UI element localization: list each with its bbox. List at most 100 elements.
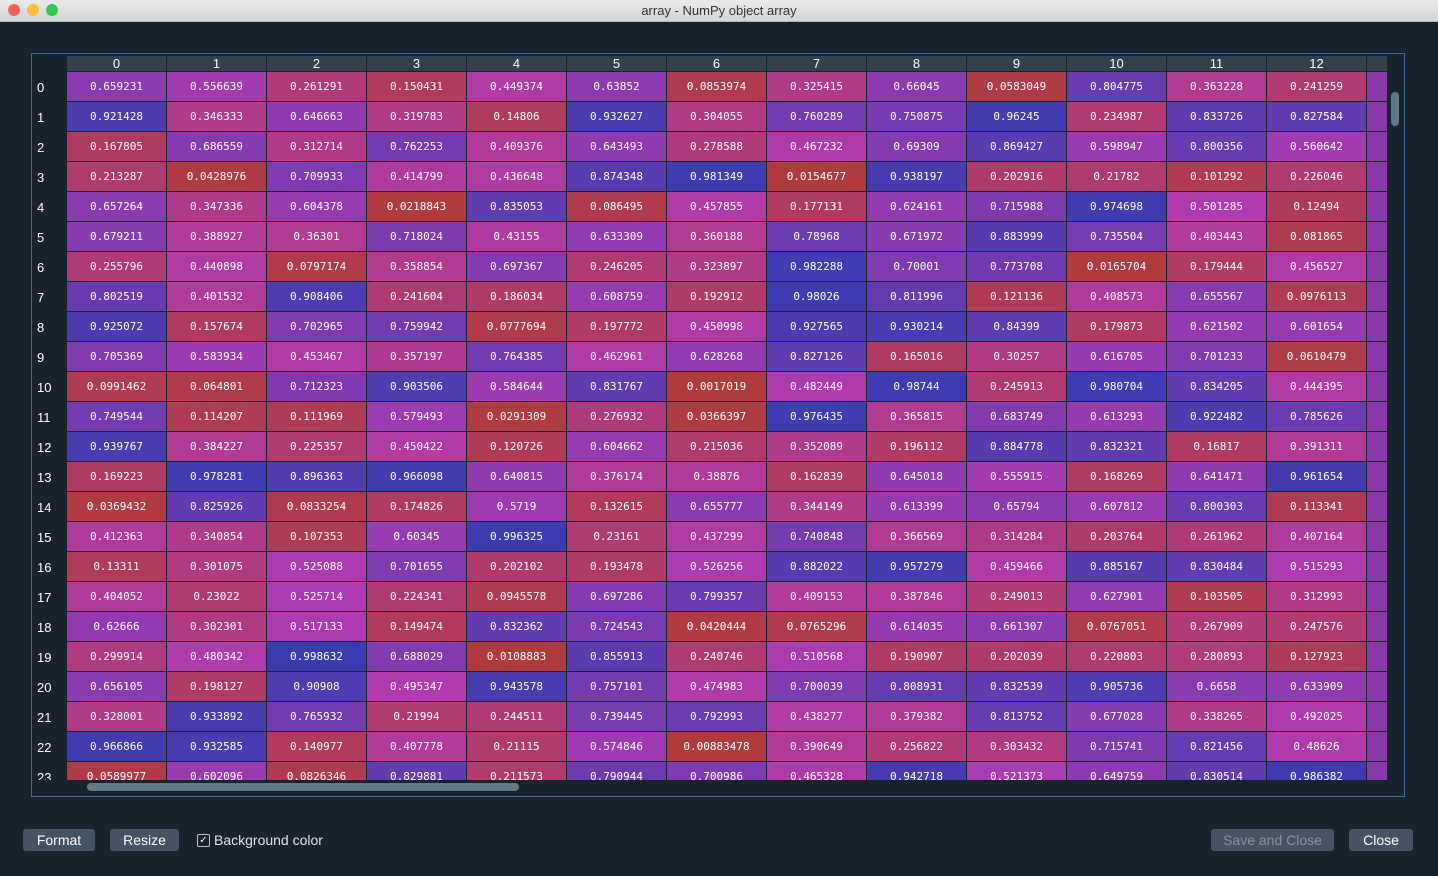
minimize-dot[interactable] bbox=[27, 4, 39, 16]
column-header: 9 bbox=[967, 56, 1066, 71]
cell: 0.760289 bbox=[767, 102, 866, 131]
row-header: 7 bbox=[37, 290, 45, 305]
cell: 0.0833254 bbox=[267, 492, 366, 521]
cell: 0.579493 bbox=[367, 402, 466, 431]
cell: 0.613293 bbox=[1067, 402, 1166, 431]
cell: 0.0108883 bbox=[467, 642, 566, 671]
cell: 0.30257 bbox=[967, 342, 1066, 371]
cell: 0.0765296 bbox=[767, 612, 866, 641]
cell-partial bbox=[1367, 372, 1387, 401]
scroll-handle[interactable] bbox=[87, 783, 519, 791]
cell: 0.0165704 bbox=[1067, 252, 1166, 281]
vertical-scrollbar[interactable] bbox=[1387, 72, 1403, 780]
row-header: 12 bbox=[37, 440, 52, 455]
cell: 0.360188 bbox=[667, 222, 766, 251]
cell: 0.679211 bbox=[67, 222, 166, 251]
cell: 0.655777 bbox=[667, 492, 766, 521]
cell: 0.453467 bbox=[267, 342, 366, 371]
cell: 0.465328 bbox=[767, 762, 866, 780]
checkbox-label[interactable]: Background color bbox=[214, 832, 323, 848]
cell: 0.387846 bbox=[867, 582, 966, 611]
scroll-handle[interactable] bbox=[1391, 92, 1399, 126]
cell: 0.799357 bbox=[667, 582, 766, 611]
cell: 0.0017019 bbox=[667, 372, 766, 401]
cell: 0.202039 bbox=[967, 642, 1066, 671]
cell: 0.802519 bbox=[67, 282, 166, 311]
cell: 0.167805 bbox=[67, 132, 166, 161]
cell-partial bbox=[1367, 522, 1387, 551]
cell: 0.225357 bbox=[267, 432, 366, 461]
cell: 0.198127 bbox=[167, 672, 266, 701]
cell: 0.896363 bbox=[267, 462, 366, 491]
cell: 0.905736 bbox=[1067, 672, 1166, 701]
window-title: array - NumPy object array bbox=[641, 3, 797, 18]
cell: 0.376174 bbox=[567, 462, 666, 491]
close-dot[interactable] bbox=[8, 4, 20, 16]
cell: 0.482449 bbox=[767, 372, 866, 401]
cell: 0.932627 bbox=[567, 102, 666, 131]
cell: 0.986382 bbox=[1267, 762, 1366, 780]
cell: 0.825926 bbox=[167, 492, 266, 521]
cell: 0.140977 bbox=[267, 732, 366, 761]
cell: 0.643493 bbox=[567, 132, 666, 161]
cell: 0.63852 bbox=[567, 72, 666, 101]
cell: 0.202916 bbox=[967, 162, 1066, 191]
checkbox[interactable]: ✓ bbox=[197, 834, 210, 847]
cell: 0.21115 bbox=[467, 732, 566, 761]
cell-partial bbox=[1367, 492, 1387, 521]
resize-button[interactable]: Resize bbox=[110, 829, 179, 851]
cell: 0.996325 bbox=[467, 522, 566, 551]
row-header: 16 bbox=[37, 560, 52, 575]
cell: 0.525714 bbox=[267, 582, 366, 611]
row-header: 2 bbox=[37, 140, 45, 155]
cell: 0.659231 bbox=[67, 72, 166, 101]
cell-partial bbox=[1367, 642, 1387, 671]
cell: 0.701655 bbox=[367, 552, 466, 581]
cell: 0.101292 bbox=[1167, 162, 1266, 191]
cell: 0.943578 bbox=[467, 672, 566, 701]
cell: 0.358854 bbox=[367, 252, 466, 281]
cell: 0.495347 bbox=[367, 672, 466, 701]
cell: 0.800356 bbox=[1167, 132, 1266, 161]
cell: 0.244511 bbox=[467, 702, 566, 731]
cell: 0.96245 bbox=[967, 102, 1066, 131]
cell: 0.715988 bbox=[967, 192, 1066, 221]
cell: 0.0797174 bbox=[267, 252, 366, 281]
horizontal-scrollbar[interactable] bbox=[67, 780, 1387, 794]
row-header: 6 bbox=[37, 260, 45, 275]
cell: 0.192912 bbox=[667, 282, 766, 311]
close-button[interactable]: Close bbox=[1349, 829, 1413, 851]
cell: 0.280893 bbox=[1167, 642, 1266, 671]
cell: 0.646663 bbox=[267, 102, 366, 131]
cell: 0.90908 bbox=[267, 672, 366, 701]
table-frame bbox=[31, 53, 1405, 797]
cell: 0.459466 bbox=[967, 552, 1066, 581]
cell: 0.671972 bbox=[867, 222, 966, 251]
cell: 0.0583049 bbox=[967, 72, 1066, 101]
row-header: 5 bbox=[37, 230, 45, 245]
cell: 0.5719 bbox=[467, 492, 566, 521]
cell: 0.179873 bbox=[1067, 312, 1166, 341]
cell: 0.688029 bbox=[367, 642, 466, 671]
zoom-dot[interactable] bbox=[46, 4, 58, 16]
cell-partial bbox=[1367, 342, 1387, 371]
cell: 0.267909 bbox=[1167, 612, 1266, 641]
cell: 0.641471 bbox=[1167, 462, 1266, 491]
save-and-close-button[interactable]: Save and Close bbox=[1211, 829, 1334, 851]
cell: 0.832321 bbox=[1067, 432, 1166, 461]
cell: 0.501285 bbox=[1167, 192, 1266, 221]
cell: 0.966098 bbox=[367, 462, 466, 491]
cell: 0.604662 bbox=[567, 432, 666, 461]
format-button[interactable]: Format bbox=[23, 829, 95, 851]
cell: 0.390649 bbox=[767, 732, 866, 761]
cell: 0.764385 bbox=[467, 342, 566, 371]
cell: 0.38876 bbox=[667, 462, 766, 491]
column-header: 2 bbox=[267, 56, 366, 71]
cell: 0.616705 bbox=[1067, 342, 1166, 371]
cell: 0.340854 bbox=[167, 522, 266, 551]
cell: 0.976435 bbox=[767, 402, 866, 431]
cell: 0.649759 bbox=[1067, 762, 1166, 780]
column-header: 6 bbox=[667, 56, 766, 71]
cell: 0.241604 bbox=[367, 282, 466, 311]
cell-partial bbox=[1367, 312, 1387, 341]
